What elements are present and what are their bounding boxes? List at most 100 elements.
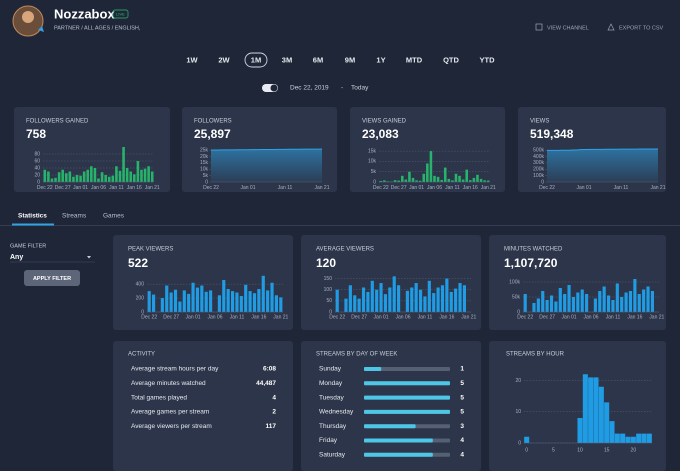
day-value: 5 xyxy=(460,394,464,401)
bar xyxy=(614,433,620,443)
bar xyxy=(397,180,400,182)
bar xyxy=(379,283,383,312)
period-option[interactable]: 2W xyxy=(218,55,230,64)
activity-value: 4 xyxy=(272,394,276,401)
y-tick-label: 20k xyxy=(200,154,209,160)
period-option[interactable]: 1W xyxy=(186,55,198,64)
activity-label: Average games per stream xyxy=(131,409,209,416)
bar xyxy=(129,171,133,182)
bar xyxy=(637,294,641,312)
y-tick-label: 50 xyxy=(326,298,332,304)
x-tick-label: 5 xyxy=(552,447,555,453)
bar xyxy=(366,291,370,312)
day-value: 4 xyxy=(460,452,464,459)
bar xyxy=(620,297,624,312)
bar xyxy=(483,180,486,182)
tab[interactable]: Games xyxy=(103,213,125,220)
x-tick-label: Dec 27 xyxy=(539,314,555,320)
x-tick-label: Jan 01 xyxy=(409,185,424,191)
bar xyxy=(426,163,429,182)
bar xyxy=(248,291,252,312)
x-tick-label: Jan 01 xyxy=(186,314,201,320)
bar xyxy=(261,275,265,312)
day-bar xyxy=(364,452,433,457)
y-tick-label: 60 xyxy=(34,158,40,164)
activity-label: Total games played xyxy=(131,394,187,401)
bar xyxy=(545,300,549,312)
bar xyxy=(335,289,339,312)
bar xyxy=(279,297,283,312)
period-option[interactable]: 9M xyxy=(345,55,355,64)
activity-value: 44,487 xyxy=(256,380,276,387)
period-active xyxy=(244,52,268,68)
tab[interactable]: Statistics xyxy=(18,213,47,220)
x-tick-label: Jan 06 xyxy=(427,185,442,191)
bar xyxy=(222,279,226,312)
x-tick-label: Dec 22 xyxy=(141,314,157,320)
line xyxy=(546,148,659,151)
card-value: 522 xyxy=(128,256,148,270)
tab[interactable]: Streams xyxy=(62,213,87,220)
period-option[interactable]: 1M xyxy=(251,55,261,64)
bar xyxy=(235,292,239,312)
x-tick-label: Jan 01 xyxy=(240,185,255,191)
bar xyxy=(563,294,567,312)
x-tick-label: Jan 21 xyxy=(314,185,329,191)
x-tick-label: Jan 11 xyxy=(109,185,124,191)
bar xyxy=(620,433,626,443)
bar xyxy=(609,421,615,443)
y-tick-label: 40 xyxy=(34,165,40,171)
day-value: 5 xyxy=(460,380,464,387)
x-tick-label: Jan 06 xyxy=(91,185,106,191)
bar xyxy=(449,291,453,312)
card-title: STREAMS BY DAY OF WEEK xyxy=(316,352,397,358)
bar xyxy=(532,303,536,312)
bar xyxy=(353,295,357,312)
y-tick-label: 0 xyxy=(37,179,40,185)
card-value: 25,897 xyxy=(194,127,231,141)
bar xyxy=(178,301,182,312)
period-option[interactable]: MTD xyxy=(406,55,423,64)
x-tick-label: Jan 11 xyxy=(445,185,460,191)
x-tick-label: Dec 22 xyxy=(539,185,555,191)
period-option[interactable]: 1Y xyxy=(376,55,385,64)
bar xyxy=(432,293,436,312)
bar xyxy=(454,288,458,312)
date-start[interactable]: Dec 22, 2019 xyxy=(290,85,329,92)
bar xyxy=(624,292,628,312)
avatar-face xyxy=(22,11,34,23)
bar xyxy=(433,175,436,182)
bar xyxy=(252,293,257,312)
export-csv[interactable]: EXPORT TO CSV xyxy=(619,25,664,31)
bar xyxy=(97,178,100,182)
bar xyxy=(405,290,409,312)
y-tick-label: 100k xyxy=(509,279,520,285)
day-label: Sunday xyxy=(319,366,342,373)
y-tick-label: 0 xyxy=(517,309,520,315)
filter-value[interactable]: Any xyxy=(10,254,23,261)
view-channel[interactable]: VIEW CHANNEL xyxy=(547,25,589,31)
bar xyxy=(397,285,401,312)
bar xyxy=(598,386,604,443)
period-option[interactable]: 6M xyxy=(313,55,323,64)
y-tick-label: 0 xyxy=(541,179,544,185)
bar xyxy=(646,286,650,312)
period-option[interactable]: YTD xyxy=(480,55,496,64)
bar xyxy=(571,297,576,312)
bar xyxy=(169,292,173,312)
bar xyxy=(418,289,423,312)
bar xyxy=(125,168,129,182)
y-tick-label: 0 xyxy=(518,440,521,446)
apply-filter-button[interactable] xyxy=(24,270,80,286)
x-tick-label: Jan 11 xyxy=(614,185,629,191)
bar xyxy=(418,180,422,182)
y-tick-label: 5k xyxy=(371,169,377,175)
x-tick-label: Jan 06 xyxy=(583,314,598,320)
bar xyxy=(447,178,451,182)
x-tick-label: Jan 16 xyxy=(439,314,454,320)
period-option[interactable]: 3M xyxy=(282,55,292,64)
period-option[interactable]: QTD xyxy=(443,55,459,64)
bar xyxy=(536,298,540,312)
bar xyxy=(458,175,461,182)
date-end[interactable]: Today xyxy=(351,85,369,92)
